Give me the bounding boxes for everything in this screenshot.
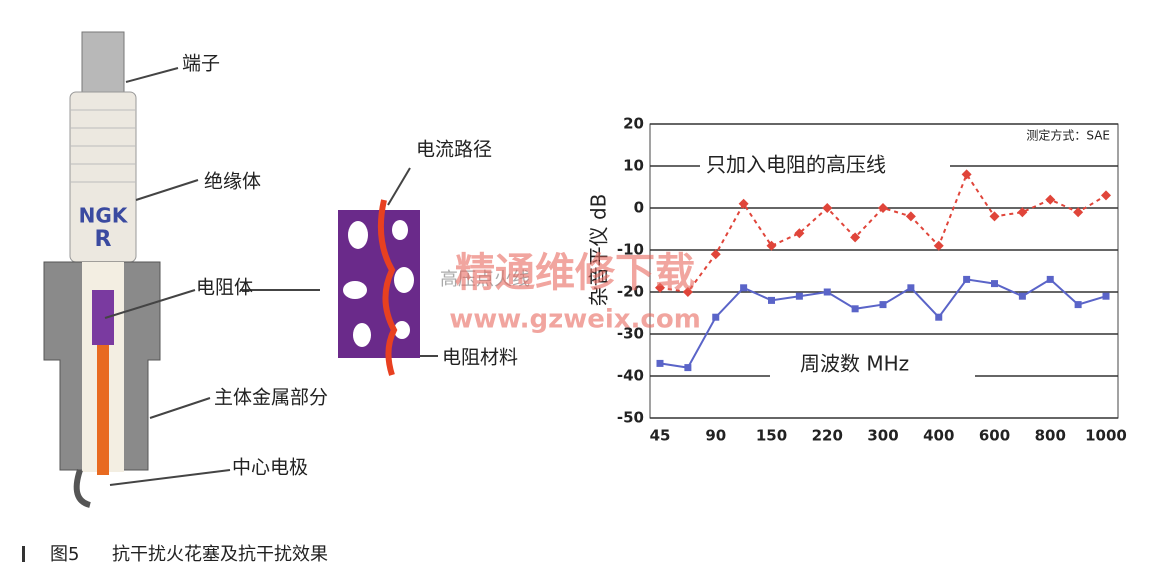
point (989, 211, 1000, 222)
x-tick-label: 800 (1035, 427, 1066, 445)
x-tick-label: 90 (705, 427, 726, 445)
point (740, 284, 748, 292)
point (935, 313, 943, 321)
annotation: 只加入电阻的高压线 (706, 153, 886, 177)
spark-plug: NGK R (43, 31, 161, 508)
point (738, 198, 749, 209)
point (766, 240, 777, 251)
x-tick-label: 220 (812, 427, 843, 445)
label: 电阻材料 (442, 347, 518, 369)
point (1073, 207, 1084, 218)
point (794, 228, 805, 239)
y-tick-label: -40 (617, 367, 644, 385)
point (1046, 275, 1054, 283)
label: 端子 (182, 53, 220, 75)
point (823, 288, 831, 296)
point (822, 203, 833, 213)
point (655, 282, 665, 293)
point (961, 169, 972, 180)
label: 中心电极 (232, 457, 308, 479)
point (1102, 292, 1110, 300)
x-tick-label: 400 (923, 427, 954, 445)
y-tick-label: -50 (617, 409, 644, 427)
point (656, 359, 664, 367)
y-tick-label: 0 (634, 199, 644, 217)
leader-lines (104, 67, 438, 486)
point (879, 301, 887, 309)
y-axis-label: 杂音平仪 dB (587, 194, 611, 307)
point (1018, 292, 1026, 300)
watermark: 精通维修下载 (455, 250, 695, 296)
point (991, 280, 998, 288)
point (907, 284, 915, 292)
point (768, 296, 775, 304)
point (851, 305, 859, 313)
label: 电流路径 (416, 139, 492, 161)
point (795, 292, 803, 300)
label: 主体金属部分 (214, 387, 328, 409)
x-tick-label: 1000 (1085, 427, 1127, 445)
label: 绝缘体 (204, 171, 261, 193)
x-tick-label: 600 (979, 427, 1010, 445)
point (878, 203, 888, 213)
y-tick-label: 20 (623, 115, 644, 133)
point (933, 240, 944, 251)
resistor-material (338, 199, 420, 376)
brand: NGK (79, 204, 129, 228)
point (712, 313, 720, 321)
point (850, 232, 861, 243)
annotation: 测定方式：SAE (1026, 128, 1110, 143)
point (963, 275, 971, 283)
caption-bar (22, 546, 25, 562)
chart: 20 10 0 -10 -20 -30 -40 -50 45 90 150 220 300 400 600 8… (440, 115, 1127, 445)
point (1045, 194, 1056, 205)
point (684, 364, 692, 372)
annotation-bg (770, 350, 975, 380)
caption: 抗干扰火花塞及抗干扰效果 (112, 544, 328, 565)
point (1017, 207, 1028, 218)
y-tick-label: -30 (617, 325, 644, 343)
label: 电阻体 (196, 277, 253, 299)
point (682, 287, 693, 297)
x-tick-label: 300 (867, 427, 898, 445)
y-tick-label: -10 (617, 241, 644, 259)
point (905, 211, 916, 222)
series-line (659, 172, 1107, 294)
point (1101, 190, 1111, 201)
x-tick-label: 45 (650, 427, 671, 445)
annotation: 高压点火线 (440, 269, 530, 290)
y-tick-label: 10 (623, 157, 644, 175)
point (710, 249, 721, 260)
annotation-bg (700, 152, 950, 180)
caption-number: 图5 (50, 544, 79, 565)
annotation: 周波数 MHz (800, 352, 909, 376)
point (1074, 301, 1082, 309)
y-tick-label: -20 (617, 283, 644, 301)
x-tick-label: 150 (756, 427, 787, 445)
watermark: www.gzweix.com (449, 305, 701, 335)
brand-mark: R (95, 227, 112, 252)
